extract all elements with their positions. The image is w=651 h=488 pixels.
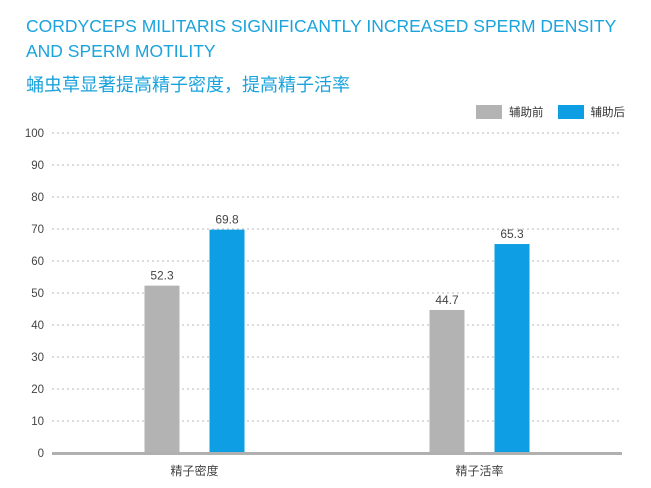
bar [144, 285, 180, 452]
y-tick-label: 30 [31, 352, 44, 364]
chart-legend: 辅助前 辅助后 [462, 104, 625, 120]
x-tick-label: 精子密度 [170, 463, 218, 478]
chart-title-english: CORDYCEPS MILITARIS SIGNIFICANTLY INCREA… [26, 16, 616, 61]
y-tick-label: 80 [31, 192, 44, 204]
y-tick-label: 90 [31, 160, 44, 172]
legend-label-before: 辅助前 [509, 105, 544, 119]
legend-label-after: 辅助后 [590, 105, 626, 119]
data-label: 52.3 [150, 269, 174, 283]
y-tick-label: 100 [25, 128, 44, 140]
y-tick-label: 50 [31, 288, 44, 300]
y-tick-label: 0 [38, 448, 44, 460]
bar [494, 244, 530, 452]
y-tick-label: 10 [31, 416, 44, 428]
x-tick-label: 精子活率 [455, 463, 503, 478]
y-tick-label: 40 [31, 320, 44, 332]
y-tick-label: 70 [31, 224, 44, 236]
data-label: 69.8 [215, 213, 239, 227]
legend-swatch-before [476, 105, 502, 119]
bar [209, 229, 245, 452]
data-label: 65.3 [500, 227, 524, 241]
legend-item-before: 辅助前 [476, 104, 544, 120]
data-label: 44.7 [435, 293, 459, 307]
y-tick-label: 60 [31, 256, 44, 268]
bar [429, 309, 465, 452]
y-tick-label: 20 [31, 384, 44, 396]
legend-swatch-after [557, 105, 584, 119]
x-axis-line [52, 452, 622, 455]
chart-title-chinese: 蛹虫草显著提高精子密度，提高精子活率 [26, 75, 350, 96]
legend-item-after: 辅助后 [557, 104, 626, 120]
